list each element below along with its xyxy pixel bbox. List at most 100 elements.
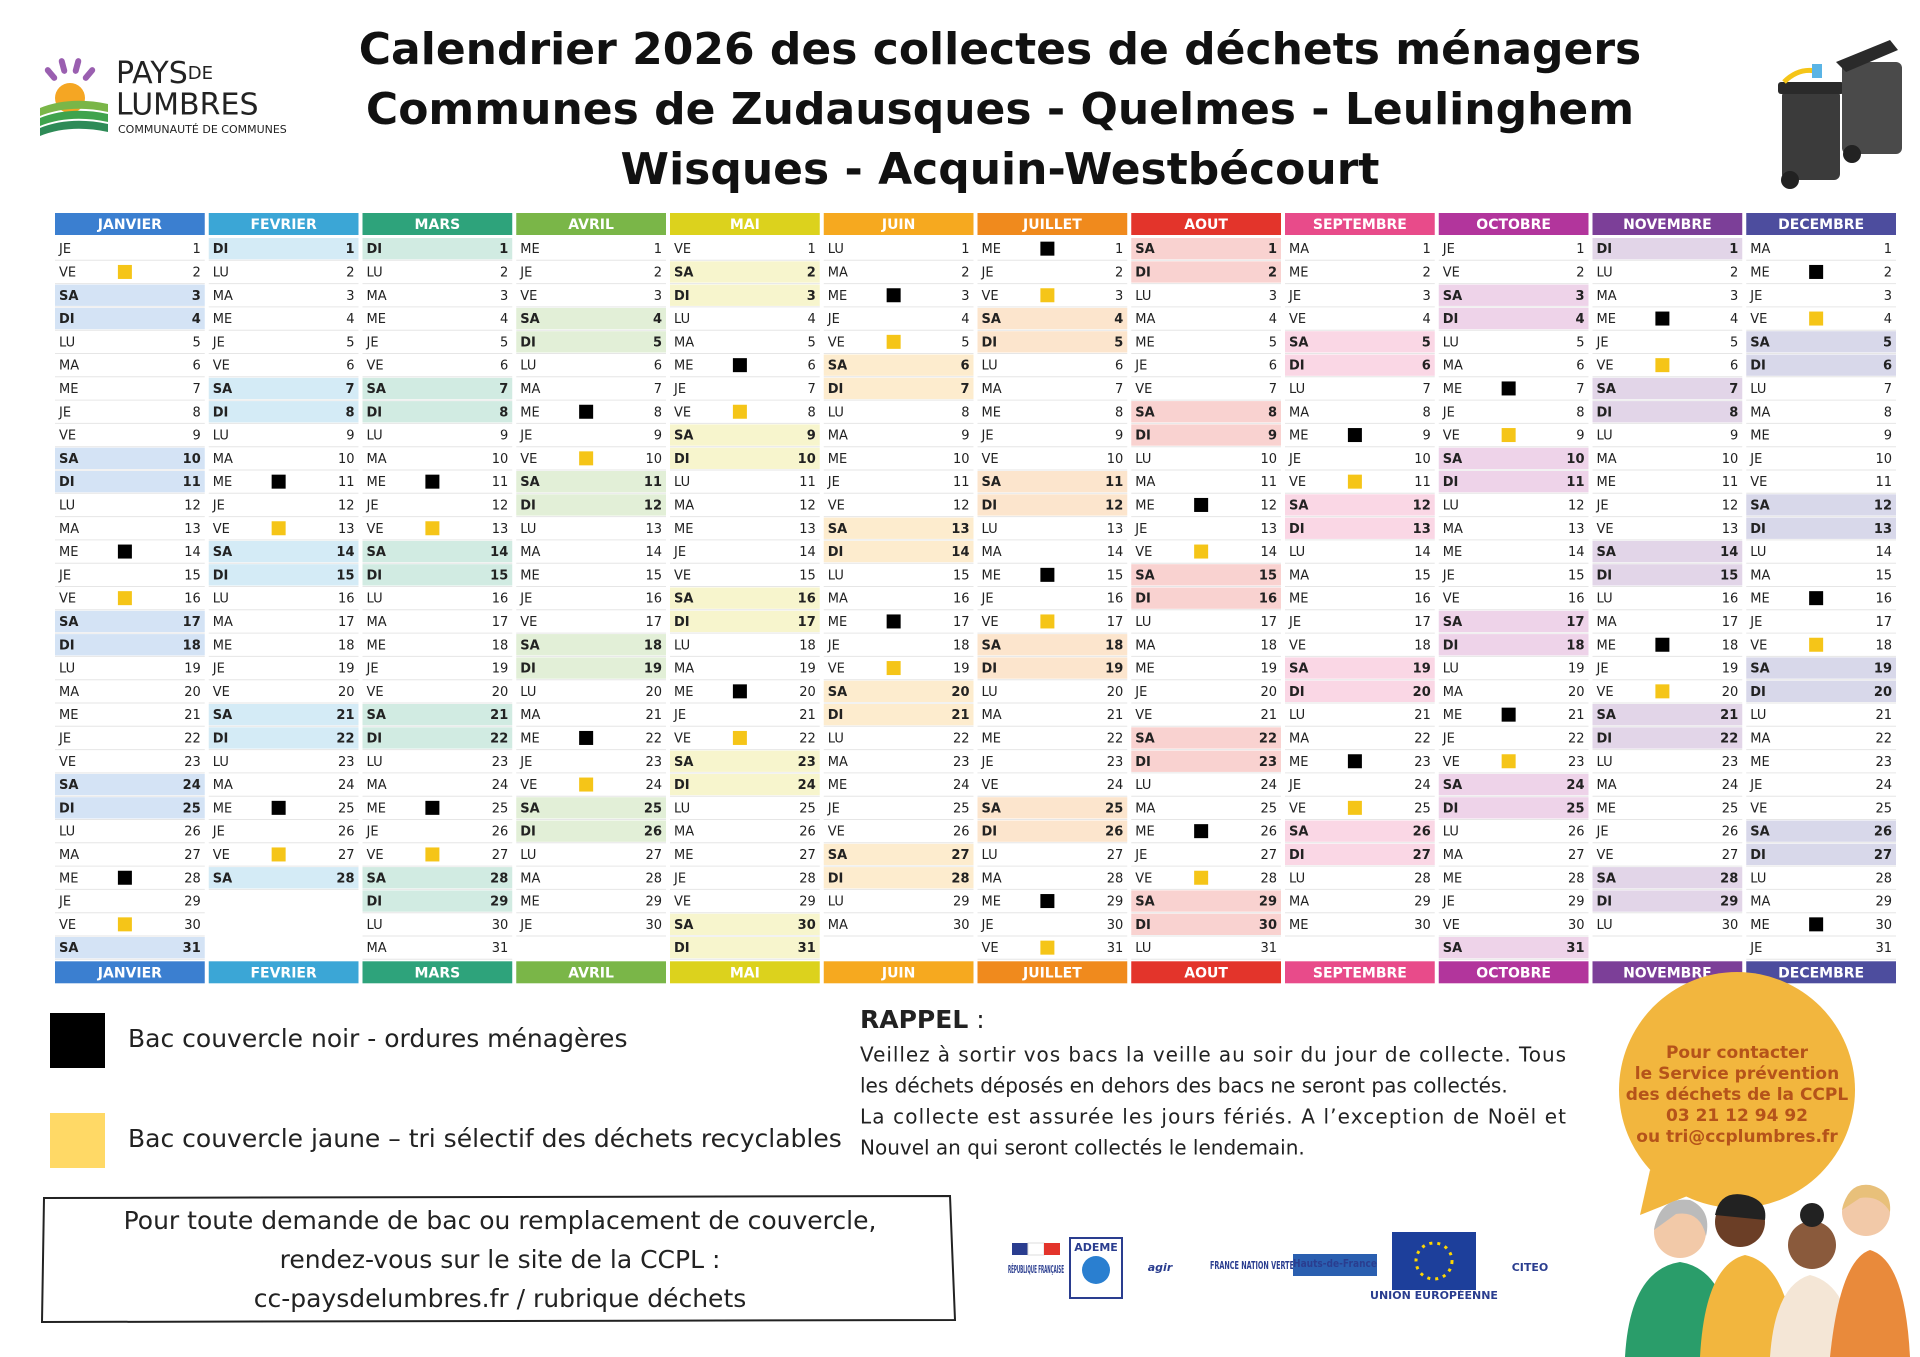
day-number: 24	[953, 778, 970, 793]
partner-label: Hauts-de-France	[1293, 1257, 1377, 1270]
weekend-shade	[208, 238, 359, 260]
weekday: LU	[1289, 545, 1305, 560]
weekday: JE	[827, 312, 840, 327]
weekday: SA	[828, 359, 847, 374]
yellow-collection-marker	[1040, 614, 1055, 629]
weekday: LU	[367, 265, 383, 280]
weekday: ME	[1289, 429, 1308, 444]
month-footer	[823, 961, 974, 984]
day-number: 17	[1875, 615, 1892, 630]
weekend-shade	[1592, 377, 1743, 400]
day-number: 5	[1422, 335, 1431, 350]
weekday: JE	[212, 825, 225, 840]
black-collection-marker	[579, 404, 594, 419]
weekday: VE	[1750, 475, 1767, 490]
weekend-shade	[1438, 610, 1589, 633]
weekend-shade	[516, 331, 666, 353]
weekday: SA	[1443, 941, 1462, 956]
weekday: DI	[213, 568, 229, 583]
day-number: 9	[192, 429, 200, 444]
day-number: 9	[1576, 429, 1584, 444]
weekday: VE	[59, 265, 76, 280]
weekday: ME	[982, 405, 1001, 420]
weekday: SA	[1443, 452, 1462, 467]
weekend-shade	[1131, 401, 1281, 423]
day-number: 18	[492, 638, 509, 653]
month-footer	[208, 961, 359, 984]
contact-bubble	[1619, 972, 1855, 1215]
weekday: SA	[828, 522, 847, 537]
day-number: 14	[951, 545, 969, 560]
weekday: ME	[213, 801, 232, 816]
weekday: JE	[1442, 895, 1455, 910]
weekday: LU	[1289, 382, 1305, 397]
month-header	[362, 213, 513, 235]
weekday: LU	[1597, 592, 1613, 607]
weekday: JE	[519, 918, 532, 933]
day-number: 12	[799, 498, 816, 513]
day-number: 18	[1722, 638, 1739, 653]
weekday: SA	[1750, 335, 1769, 350]
weekend-shade	[977, 331, 1128, 353]
weekend-shade	[208, 564, 359, 586]
weekday: DI	[520, 662, 536, 677]
weekday: LU	[520, 848, 536, 863]
weekday: MA	[1750, 731, 1770, 746]
day-number: 18	[799, 638, 816, 653]
day-number: 14	[1414, 545, 1431, 560]
day-number: 16	[1722, 592, 1739, 607]
month-header	[1285, 213, 1435, 235]
day-number: 25	[1414, 801, 1431, 816]
day-number: 21	[336, 708, 354, 723]
day-number: 1	[192, 242, 200, 257]
weekend-shade	[1746, 494, 1896, 516]
day-number: 27	[492, 848, 509, 863]
weekday: SA	[59, 452, 78, 467]
weekday: JE	[1596, 662, 1609, 677]
weekday: MA	[1443, 359, 1463, 374]
weekday: LU	[1135, 452, 1151, 467]
day-number: 14	[1568, 545, 1585, 560]
day-number: 23	[1414, 755, 1431, 770]
day-number: 12	[338, 498, 355, 513]
weekday: SA	[828, 685, 847, 700]
day-number: 25	[1566, 801, 1584, 816]
day-number: 31	[492, 941, 509, 956]
weekday: SA	[520, 475, 539, 490]
weekday: JE	[519, 429, 532, 444]
day-number: 11	[1566, 475, 1584, 490]
day-number: 21	[951, 708, 969, 723]
day-number: 9	[654, 429, 662, 444]
weekday: SA	[367, 545, 386, 560]
yellow-collection-marker	[1809, 311, 1824, 326]
weekday: ME	[828, 289, 847, 304]
weekday: ME	[59, 708, 78, 723]
day-number: 6	[1115, 359, 1123, 374]
weekday: LU	[213, 265, 229, 280]
day-number: 29	[184, 895, 201, 910]
weekday: VE	[367, 848, 384, 863]
day-number: 2	[1268, 265, 1277, 280]
weekday: SA	[59, 615, 78, 630]
weekday: SA	[1289, 662, 1308, 677]
day-number: 30	[1722, 918, 1739, 933]
weekday: JE	[1749, 778, 1762, 793]
title-line: Communes de Zudausques - Quelmes - Leuli…	[366, 84, 1634, 135]
weekend-shade	[362, 377, 513, 400]
day-number: 11	[1414, 475, 1431, 490]
weekday: MA	[367, 452, 387, 467]
weekday: ME	[1135, 498, 1154, 513]
day-number: 27	[1874, 848, 1892, 863]
weekday: ME	[213, 638, 232, 653]
partner-label: FRANCE NATION VERTE	[1210, 1259, 1294, 1272]
weekday: VE	[982, 615, 999, 630]
weekday: LU	[1597, 755, 1613, 770]
weekend-shade	[55, 307, 205, 330]
weekday: LU	[1135, 615, 1151, 630]
day-number: 10	[953, 452, 970, 467]
weekday: SA	[674, 755, 693, 770]
weekday: JE	[212, 662, 225, 677]
month-name: DECEMBRE	[1778, 965, 1864, 981]
day-number: 18	[1260, 638, 1277, 653]
weekday: VE	[520, 452, 537, 467]
